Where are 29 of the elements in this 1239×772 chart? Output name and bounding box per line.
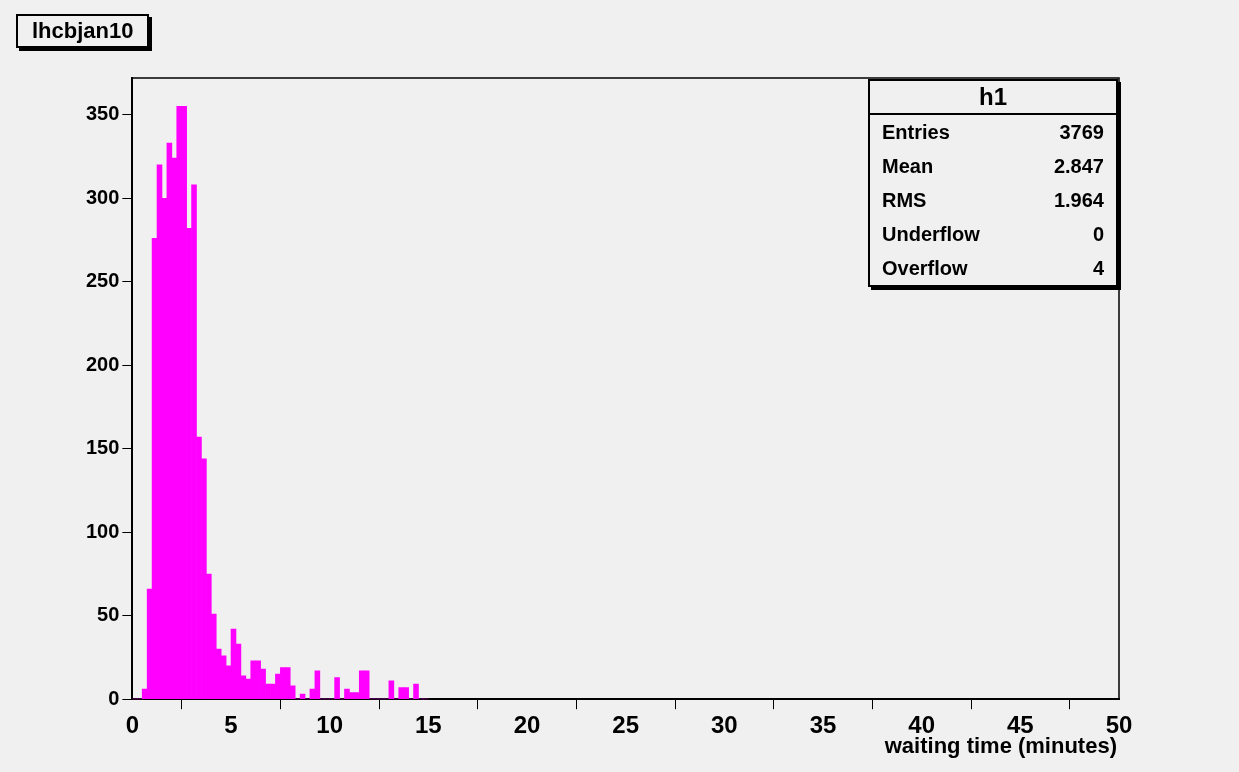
annotation: Underflow	[882, 223, 980, 246]
y-tick-label: 0	[108, 686, 120, 709]
x-tick-label: 15	[415, 711, 442, 739]
annotation: RMS	[882, 189, 927, 212]
y-tick-label: 300	[85, 185, 120, 208]
y-tick-label: 200	[85, 352, 120, 375]
annotation: 4	[1092, 257, 1104, 280]
annotation: 1.964	[1053, 189, 1104, 212]
annotation: 0	[1092, 223, 1104, 246]
annotation: 3769	[1059, 121, 1104, 144]
y-tick-label: 350	[85, 102, 120, 125]
x-tick-label: 30	[711, 711, 738, 739]
x-tick-label: 25	[612, 711, 640, 739]
annotation: Entries	[882, 121, 950, 144]
x-axis-title: waiting time (minutes)	[884, 733, 1117, 759]
y-tick-label: 250	[85, 269, 120, 292]
annotation: Overflow	[882, 257, 968, 280]
x-tick-label: 35	[809, 711, 837, 739]
annotation: Mean	[882, 155, 934, 178]
annotation: h1	[870, 81, 1116, 115]
x-tick-label: 0	[125, 711, 140, 739]
y-tick-label: 50	[97, 603, 120, 626]
y-tick-label: 100	[85, 519, 120, 542]
chart-title: lhcbjan10	[16, 14, 150, 48]
y-tick-label: 150	[85, 436, 120, 459]
x-tick-label: 20	[513, 711, 541, 739]
x-tick-label: 5	[224, 711, 238, 739]
x-tick-label: 10	[316, 711, 344, 739]
annotation: 2.847	[1053, 155, 1104, 178]
